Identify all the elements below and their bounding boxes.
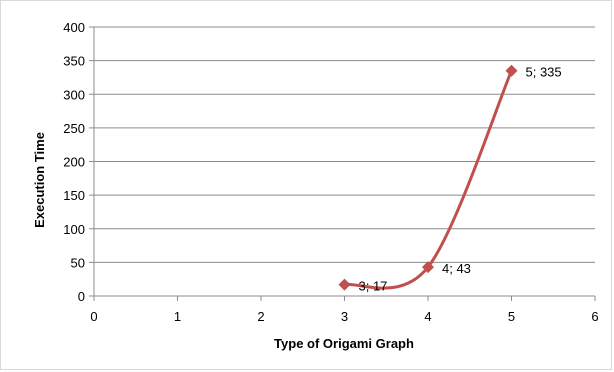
y-tick-label: 50 bbox=[71, 255, 85, 270]
series bbox=[338, 64, 518, 291]
y-tick-label: 150 bbox=[63, 188, 85, 203]
x-axis-title: Type of Origami Graph bbox=[274, 336, 414, 351]
data-point-label: 3; 17 bbox=[359, 279, 388, 294]
x-tick-label: 6 bbox=[591, 309, 598, 324]
y-tick-label: 250 bbox=[63, 121, 85, 136]
x-tick-label: 3 bbox=[341, 309, 348, 324]
axes bbox=[89, 26, 596, 301]
grid-lines bbox=[94, 26, 595, 263]
x-tick-labels: 0 1 2 3 4 5 6 bbox=[90, 309, 598, 324]
y-tick-label: 100 bbox=[63, 222, 85, 237]
data-point-label: 4; 43 bbox=[442, 261, 471, 276]
x-tick-label: 1 bbox=[174, 309, 181, 324]
y-tick-label: 200 bbox=[63, 155, 85, 170]
x-tick-label: 4 bbox=[424, 309, 431, 324]
data-labels: 3; 17 4; 43 5; 335 bbox=[359, 65, 562, 294]
x-tick-label: 2 bbox=[257, 309, 264, 324]
x-tick-label: 0 bbox=[90, 309, 97, 324]
x-tick-label: 5 bbox=[508, 309, 515, 324]
y-tick-label: 0 bbox=[78, 289, 85, 304]
data-point-marker bbox=[422, 261, 434, 274]
y-tick-label: 400 bbox=[63, 20, 85, 35]
series-line bbox=[344, 70, 513, 290]
data-point-marker bbox=[338, 278, 351, 291]
data-point-label: 5; 335 bbox=[526, 65, 562, 80]
y-tick-labels: 0 50 100 150 200 250 300 350 400 bbox=[63, 20, 85, 304]
y-tick-label: 300 bbox=[63, 87, 85, 102]
y-axis-title: Execution Time bbox=[32, 132, 47, 228]
y-tick-label: 350 bbox=[63, 54, 85, 69]
data-point-marker bbox=[505, 64, 518, 77]
